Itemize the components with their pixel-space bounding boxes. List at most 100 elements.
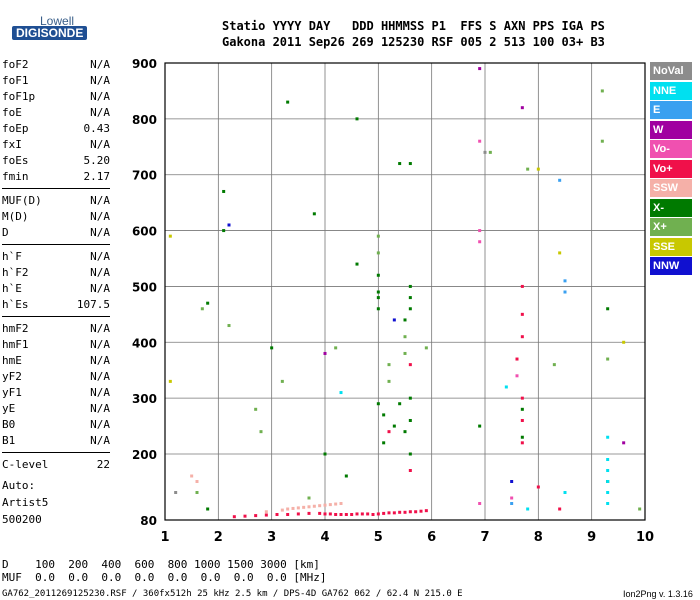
param-row: yF2 N/A	[2, 370, 110, 385]
param-row: B0 N/A	[2, 418, 110, 433]
data-point	[355, 512, 359, 516]
y-tick-label: 80	[140, 514, 157, 528]
header-values: Gakona 2011 Sep26 269 125230 RSF 005 2 5…	[222, 35, 605, 49]
data-point	[286, 507, 290, 511]
data-point	[600, 89, 604, 93]
data-point	[307, 496, 311, 500]
legend-item: E	[650, 101, 692, 119]
data-point	[622, 441, 626, 445]
param-value: 5.20	[83, 154, 111, 167]
data-point	[190, 474, 194, 478]
data-point	[408, 296, 412, 300]
data-point	[478, 229, 482, 233]
data-point	[376, 251, 380, 255]
param-value: N/A	[90, 354, 110, 367]
param-value: N/A	[90, 226, 110, 239]
data-point	[392, 424, 396, 428]
param-row: h`E N/A	[2, 282, 110, 297]
data-point	[520, 418, 524, 422]
param-row: B1 N/A	[2, 434, 110, 449]
param-row: h`Es 107.5	[2, 298, 110, 313]
data-point	[419, 509, 423, 513]
param-value: N/A	[90, 282, 110, 295]
param-value: N/A	[90, 74, 110, 87]
data-point	[376, 290, 380, 294]
param-row: M(D) N/A	[2, 210, 110, 225]
param-value: 107.5	[76, 298, 110, 311]
data-point	[552, 363, 556, 367]
param-row: yE N/A	[2, 402, 110, 417]
data-point	[174, 491, 178, 494]
data-point	[312, 504, 316, 508]
data-point	[382, 441, 386, 445]
param-row: h`F N/A	[2, 250, 110, 265]
legend-item: X+	[650, 218, 692, 236]
data-point	[408, 510, 412, 514]
footer-distance-row: D 100 200 400 600 800 1000 1500 3000 [km…	[2, 558, 320, 571]
data-point	[259, 430, 263, 434]
x-tick-label: 4	[320, 530, 329, 545]
data-point	[206, 301, 210, 305]
data-point	[376, 273, 380, 277]
data-point	[520, 106, 524, 110]
data-point	[254, 514, 258, 518]
param-name: h`Es	[2, 298, 29, 311]
data-point	[392, 511, 396, 515]
x-tick-label: 2	[214, 530, 223, 545]
param-row: MUF(D) N/A	[2, 194, 110, 209]
data-point	[312, 212, 316, 216]
data-point	[232, 515, 236, 519]
param-name: foF1	[2, 74, 29, 87]
param-value: N/A	[90, 194, 110, 207]
param-value: N/A	[90, 338, 110, 351]
data-point	[376, 402, 380, 406]
data-point	[403, 318, 407, 322]
data-point	[600, 139, 604, 143]
data-point	[520, 284, 524, 288]
points-layer	[168, 67, 642, 519]
data-point	[334, 346, 338, 350]
data-point	[168, 379, 172, 383]
data-point	[510, 502, 514, 505]
data-point	[334, 513, 338, 516]
param-value: N/A	[90, 210, 110, 223]
data-point	[408, 363, 412, 367]
param-value: 2.17	[83, 170, 111, 183]
data-point	[558, 178, 562, 182]
data-point	[200, 307, 204, 311]
data-point	[339, 502, 343, 505]
data-point	[328, 512, 332, 516]
data-point	[424, 509, 428, 513]
data-point	[520, 335, 524, 339]
data-point	[520, 312, 524, 316]
param-value: N/A	[90, 138, 110, 151]
y-tick-label: 200	[132, 448, 157, 462]
data-point	[195, 480, 199, 483]
auto-label: Auto:	[2, 479, 36, 492]
param-value: N/A	[90, 370, 110, 383]
data-point	[414, 510, 418, 514]
data-point	[360, 512, 364, 516]
param-name: fxI	[2, 138, 22, 151]
data-point	[515, 357, 519, 361]
param-name: C-level	[2, 458, 49, 471]
data-point	[270, 346, 274, 350]
y-tick-label: 600	[132, 225, 157, 239]
param-row: hmF1 N/A	[2, 338, 110, 353]
legend-item: NNW	[650, 257, 692, 275]
data-point	[563, 491, 567, 494]
param-name: hmE	[2, 354, 22, 367]
legend-item: NoVal	[650, 62, 692, 80]
data-point	[318, 504, 322, 508]
data-point	[291, 506, 295, 510]
data-point	[408, 284, 412, 288]
param-value: 22	[96, 458, 110, 471]
y-tick-label: 300	[132, 392, 157, 406]
data-point	[350, 513, 354, 516]
param-row: h`F2 N/A	[2, 266, 110, 281]
footer-version: Ion2Png v. 1.3.16	[623, 589, 693, 599]
param-row: fmin 2.17	[2, 170, 110, 185]
data-point	[323, 452, 327, 456]
data-point	[307, 511, 311, 515]
data-point	[339, 513, 343, 516]
